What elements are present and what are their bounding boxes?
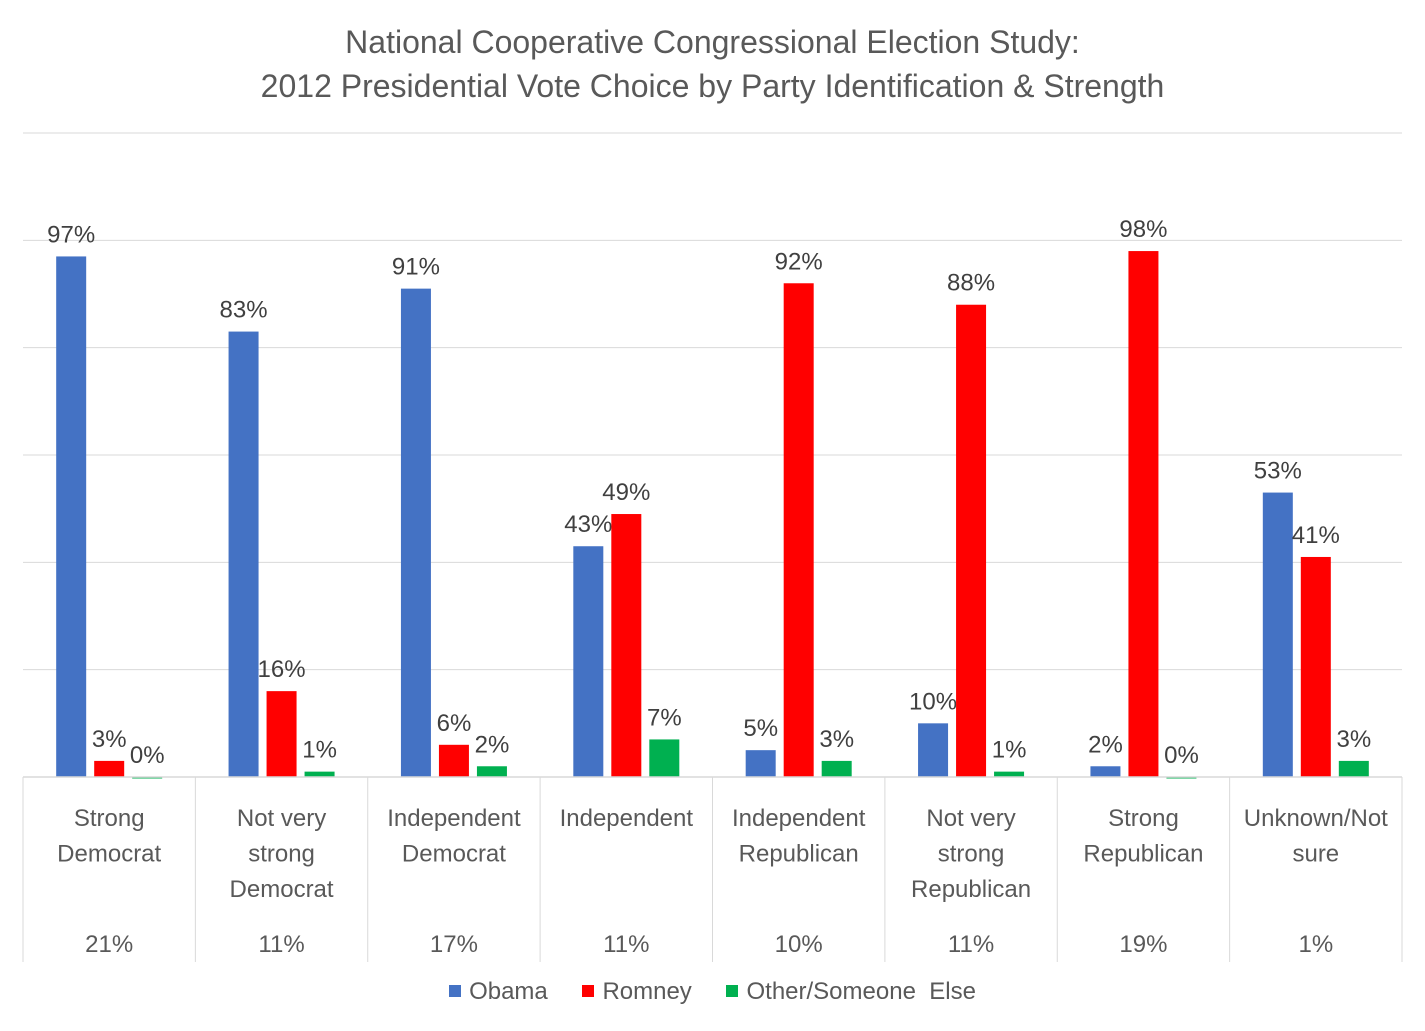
bar-romney-0 (94, 760, 125, 777)
data-label: 0% (1164, 742, 1199, 769)
category-share-label: 11% (603, 931, 649, 958)
category-share-label: 11% (258, 931, 304, 958)
category-share-label: 21% (85, 931, 133, 958)
legend-swatch-romney (582, 984, 595, 997)
data-label: 1% (992, 737, 1027, 764)
legend-item-other: Other/Someone Else (726, 978, 976, 1006)
data-label: 16% (258, 656, 306, 683)
bar-other-someone-else-7 (1338, 760, 1369, 777)
category-label: Independent Republican (732, 805, 866, 868)
data-label: 0% (130, 742, 165, 769)
legend-swatch-obama (449, 984, 462, 997)
category-share-label: 11% (948, 931, 994, 958)
bar-romney-3 (611, 514, 642, 777)
data-label: 3% (92, 726, 127, 753)
category-share-label: 10% (775, 931, 823, 958)
category-label: Not very strong Democrat (230, 805, 334, 903)
legend-item-romney: Romney (582, 978, 692, 1006)
bar-obama-2 (400, 288, 431, 777)
bar-other-someone-else-2 (476, 766, 507, 777)
data-label: 43% (564, 511, 612, 538)
data-label: 3% (819, 726, 854, 753)
data-label: 10% (909, 688, 957, 715)
data-label: 53% (1254, 458, 1302, 485)
data-label: 7% (647, 704, 682, 731)
category-label: Independent (560, 805, 694, 832)
data-label: 97% (47, 221, 95, 248)
category-share-label: 17% (430, 931, 478, 958)
legend-label-romney: Romney (602, 978, 692, 1005)
legend-swatch-other (726, 984, 739, 997)
data-label: 3% (1336, 726, 1371, 753)
data-label: 83% (220, 297, 268, 324)
data-label: 92% (775, 248, 823, 275)
bar-other-someone-else-5 (994, 771, 1025, 777)
bar-romney-4 (783, 283, 814, 777)
legend: Obama Romney Other/Someone Else (0, 978, 1425, 1006)
bar-romney-7 (1300, 556, 1331, 777)
bar-obama-3 (573, 546, 604, 777)
data-label: 6% (437, 710, 472, 737)
category-label: Strong Democrat (57, 805, 161, 868)
bar-romney-2 (438, 744, 469, 777)
bar-romney-1 (266, 691, 297, 777)
category-label: Not very strong Republican (911, 805, 1031, 903)
bar-romney-5 (956, 304, 987, 777)
bar-obama-1 (228, 331, 259, 777)
category-label: Strong Republican (1083, 805, 1203, 868)
bar-other-someone-else-3 (649, 739, 680, 777)
legend-label-other: Other/Someone Else (746, 978, 976, 1005)
data-label: 2% (475, 731, 510, 758)
bar-other-someone-else-1 (304, 771, 335, 777)
chart-title: National Cooperative Congressional Elect… (0, 20, 1425, 108)
chart-title-line-2: 2012 Presidential Vote Choice by Party I… (260, 68, 1165, 104)
bar-obama-5 (918, 723, 949, 777)
data-label: 88% (947, 270, 995, 297)
bar-obama-0 (56, 256, 87, 777)
data-label: 1% (302, 737, 337, 764)
legend-label-obama: Obama (469, 978, 548, 1005)
data-label: 2% (1088, 731, 1123, 758)
category-share-label: 19% (1119, 931, 1167, 958)
category-label: Unknown/Not sure (1244, 805, 1388, 868)
bar-obama-4 (745, 750, 776, 777)
chart-title-line-1: National Cooperative Congressional Elect… (345, 24, 1080, 60)
category-label: Independent Democrat (387, 805, 521, 868)
data-label: 98% (1119, 216, 1167, 243)
category-share-label: 1% (1298, 931, 1333, 958)
legend-item-obama: Obama (449, 978, 548, 1006)
bar-obama-7 (1262, 492, 1293, 777)
bar-romney-6 (1128, 251, 1159, 778)
bar-other-someone-else-4 (821, 760, 852, 777)
data-label: 5% (743, 715, 778, 742)
data-label: 41% (1292, 522, 1340, 549)
data-label: 91% (392, 254, 440, 281)
data-label: 49% (602, 479, 650, 506)
bar-obama-6 (1090, 766, 1121, 777)
